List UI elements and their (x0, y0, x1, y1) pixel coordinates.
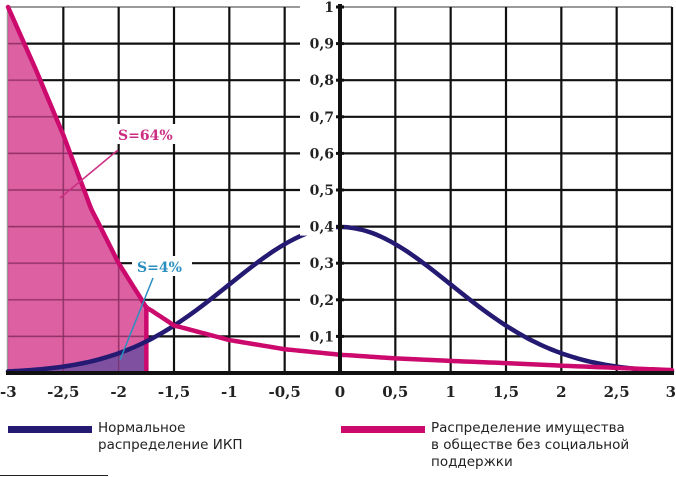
x-tick-label: -1,5 (158, 383, 190, 401)
chart-plot: 0,1 0,2 0,3 0,4 0,5 0,6 0,7 0,8 0,9 1 -3 -2,5 -2 -1,… (0, 0, 676, 401)
annotation-s64: S=64% (118, 128, 173, 144)
y-tick-label: 1 (324, 0, 334, 16)
y-tick-label: 0,1 (310, 329, 334, 345)
x-tick-label: -2,5 (47, 383, 79, 401)
shaded-areas (8, 7, 149, 373)
x-tick-label: 0 (335, 383, 345, 401)
x-tick-label: 0,5 (382, 383, 408, 401)
legend-label-wealth: Распределение имущества в обществе без с… (431, 420, 630, 470)
annotation-s4: S=4% (137, 260, 182, 276)
x-tick-label: -3 (0, 383, 17, 401)
legend-item-normal: Нормальное распределение ИКП (8, 420, 243, 454)
legend-label-normal: Нормальное распределение ИКП (98, 420, 243, 453)
x-tick-label: 2,5 (604, 383, 630, 401)
y-tick-label: 0,4 (310, 220, 335, 236)
legend-swatch-normal (8, 426, 92, 433)
y-tick-label: 0,8 (310, 73, 334, 89)
y-tick-label: 0,3 (310, 256, 334, 272)
x-tick-label: -1 (221, 383, 238, 401)
x-tick-label: 1,5 (493, 383, 519, 401)
x-axis-tick-labels: -3 -2,5 -2 -1,5 -1 -0,5 0 0,5 1 1,5 2 2,5 3 (0, 383, 676, 401)
legend-item-wealth: Распределение имущества в обществе без с… (341, 420, 629, 471)
legend-swatch-wealth (341, 426, 425, 433)
y-tick-label: 0,5 (310, 183, 334, 199)
y-tick-label: 0,2 (310, 293, 334, 309)
footnote-divider (0, 475, 108, 476)
x-tick-label: -2 (110, 383, 127, 401)
x-tick-label: 3 (666, 383, 676, 401)
y-tick-label: 0,7 (310, 110, 334, 126)
y-axis-tick-labels: 0,1 0,2 0,3 0,4 0,5 0,6 0,7 0,8 0,9 1 (300, 0, 336, 346)
area-annotations: S=64% S=4% (59, 124, 192, 361)
y-tick-label: 0,6 (310, 146, 334, 162)
x-tick-label: 2 (556, 383, 566, 401)
axes (6, 4, 674, 375)
y-tick-label: 0,9 (310, 37, 334, 53)
x-tick-label: 1 (445, 383, 455, 401)
x-tick-label: -0,5 (269, 383, 301, 401)
